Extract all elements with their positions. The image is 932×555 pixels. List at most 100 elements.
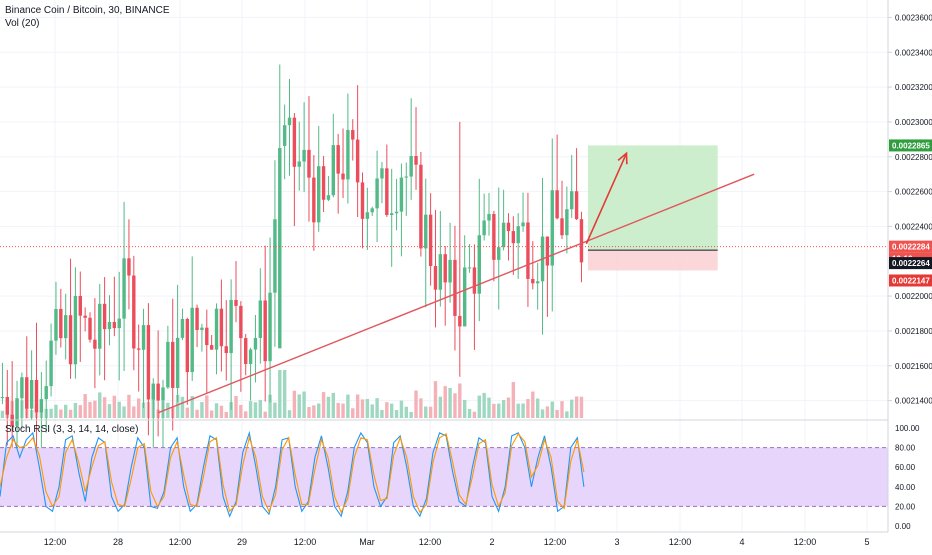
candle-body bbox=[438, 254, 443, 290]
candle-body bbox=[414, 156, 418, 165]
volume-bar bbox=[462, 399, 467, 418]
candle-body bbox=[482, 220, 486, 236]
current-price-label-bg[interactable] bbox=[889, 240, 932, 253]
candle-body bbox=[570, 191, 574, 210]
volume-bar bbox=[341, 403, 345, 418]
stop-zone[interactable] bbox=[587, 250, 718, 271]
price-tick-label: 0.0022800 bbox=[895, 153, 932, 162]
volume-bar bbox=[535, 398, 540, 418]
candle-body bbox=[370, 208, 374, 213]
annotations[interactable] bbox=[0, 151, 888, 414]
trend-line[interactable] bbox=[157, 173, 755, 414]
volume-bar bbox=[166, 402, 170, 418]
volume-bar bbox=[268, 394, 272, 418]
candle-body bbox=[166, 341, 170, 388]
candle-body bbox=[550, 190, 554, 266]
volume-bar bbox=[248, 401, 253, 418]
candle-body bbox=[326, 195, 331, 200]
price-tick-label: 0.0022400 bbox=[895, 222, 932, 231]
volume-bar bbox=[360, 399, 365, 418]
time-tick-label: 12:00 bbox=[669, 537, 692, 547]
volume-bar bbox=[497, 403, 501, 418]
volume-bar bbox=[331, 392, 336, 418]
entry-price-label[interactable]: 0.0022264 bbox=[892, 259, 930, 268]
time-tick-label: 12:00 bbox=[419, 537, 442, 547]
candle-body bbox=[112, 322, 117, 329]
candle-body bbox=[107, 322, 112, 330]
stoch-tick-label: 0.00 bbox=[895, 522, 911, 531]
volume-bar bbox=[127, 394, 131, 418]
candle-body bbox=[29, 380, 34, 409]
candle-body bbox=[433, 266, 438, 290]
time-tick-label: 2 bbox=[489, 537, 494, 547]
candle-body bbox=[497, 247, 501, 260]
candle-body bbox=[54, 308, 58, 341]
volume-bar bbox=[263, 411, 267, 418]
candlesticks bbox=[0, 64, 584, 474]
volume-bar bbox=[258, 399, 263, 418]
price-tick-label: 0.0021600 bbox=[895, 362, 932, 371]
time-tick-label: 4 bbox=[739, 537, 744, 547]
stoch-series-d bbox=[0, 432, 585, 514]
stop-price-label[interactable]: 0.0022147 bbox=[892, 276, 930, 285]
candle-body bbox=[73, 296, 78, 365]
price-tick-label: 0.0023000 bbox=[895, 118, 932, 127]
stoch-indicator-label[interactable]: Stoch RSI (3, 3, 14, 14, close) bbox=[5, 424, 139, 435]
candle-body bbox=[44, 386, 48, 400]
stoch-tick-label: 60.00 bbox=[895, 463, 916, 472]
current-price-label[interactable]: 0.0022284 bbox=[892, 243, 930, 252]
candle-body bbox=[351, 130, 355, 140]
candle-body bbox=[224, 346, 228, 354]
volume-bar bbox=[287, 410, 292, 418]
candle-body bbox=[15, 398, 19, 426]
stop-price-label-bg[interactable] bbox=[889, 274, 932, 287]
time-tick-label: 5 bbox=[864, 537, 869, 547]
arrow-head-icon[interactable] bbox=[617, 151, 628, 165]
candle-body bbox=[399, 177, 404, 212]
volume-bar bbox=[224, 411, 228, 418]
candle-body bbox=[146, 325, 151, 400]
candle-body bbox=[409, 156, 413, 177]
candle-body bbox=[389, 213, 394, 216]
volume-bar bbox=[297, 394, 301, 418]
volume-bar bbox=[209, 410, 214, 418]
candle-body bbox=[297, 161, 301, 167]
time-tick-label: Mar bbox=[359, 537, 375, 547]
volume-indicator-label[interactable]: Vol (20) bbox=[5, 18, 40, 29]
candle-body bbox=[34, 380, 39, 413]
volume-bar bbox=[370, 404, 374, 418]
volume-bar bbox=[555, 409, 559, 418]
volume-bar bbox=[521, 403, 525, 418]
volume-bar bbox=[273, 402, 277, 418]
candle-body bbox=[214, 308, 219, 350]
volume-bar bbox=[78, 405, 82, 418]
volume-bar bbox=[448, 388, 452, 418]
volume-bar bbox=[205, 395, 209, 418]
candle-body bbox=[385, 168, 389, 216]
volume-bar bbox=[487, 397, 491, 418]
volume-bar bbox=[200, 402, 204, 418]
target-price-label[interactable]: 0.0022865 bbox=[892, 141, 930, 150]
volume-bar bbox=[433, 381, 438, 418]
candle-body bbox=[248, 349, 253, 364]
entry-price-label-bg[interactable] bbox=[889, 257, 932, 270]
candle-body bbox=[560, 218, 564, 236]
arrow-shaft[interactable] bbox=[585, 152, 628, 245]
volume-bar bbox=[83, 394, 87, 418]
candle-body bbox=[448, 259, 452, 283]
price-tick-label: 0.0021800 bbox=[895, 327, 932, 336]
volume-bar bbox=[302, 391, 306, 418]
candle-body bbox=[171, 341, 175, 388]
volume-bar bbox=[336, 402, 340, 418]
volume-bar bbox=[428, 406, 433, 418]
volume-bar bbox=[565, 411, 569, 418]
candle-body bbox=[253, 337, 258, 350]
candle-body bbox=[453, 259, 457, 316]
target-price-label-bg[interactable] bbox=[889, 139, 932, 152]
volume-bar bbox=[239, 404, 243, 418]
candle-body bbox=[535, 281, 540, 284]
candle-body bbox=[185, 318, 190, 373]
volume-bar bbox=[234, 396, 238, 418]
position-tool[interactable] bbox=[587, 145, 718, 271]
